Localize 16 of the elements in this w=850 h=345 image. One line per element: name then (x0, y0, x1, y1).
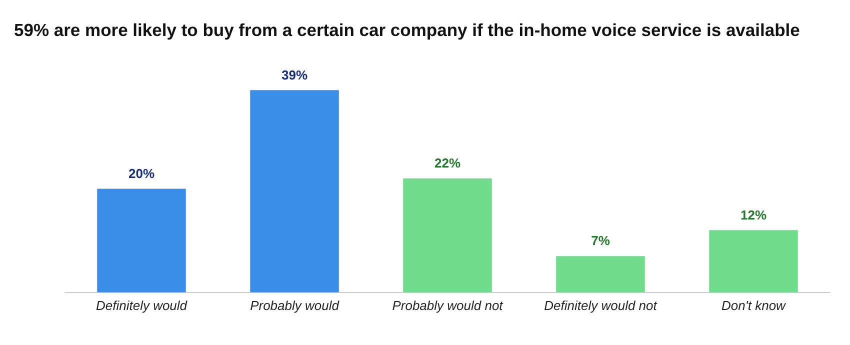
data-label: 39% (281, 67, 308, 82)
bar (97, 188, 186, 292)
bar (556, 256, 645, 292)
data-label: 12% (740, 207, 767, 222)
data-label: 22% (434, 155, 461, 170)
bar (709, 230, 798, 292)
x-tick-label: Probably would (250, 298, 340, 313)
x-tick-label: Don't know (722, 298, 788, 313)
x-tick-label: Definitely would (96, 298, 188, 313)
chart-title: 59% are more likely to buy from a certain car company if the in-home voice service is available (14, 20, 800, 41)
x-tick-label: Probably would not (392, 298, 504, 313)
bar (250, 90, 339, 292)
data-label: 20% (128, 166, 155, 181)
x-tick-label: Definitely would not (544, 298, 658, 313)
bar (403, 178, 492, 292)
data-label: 7% (591, 233, 610, 248)
